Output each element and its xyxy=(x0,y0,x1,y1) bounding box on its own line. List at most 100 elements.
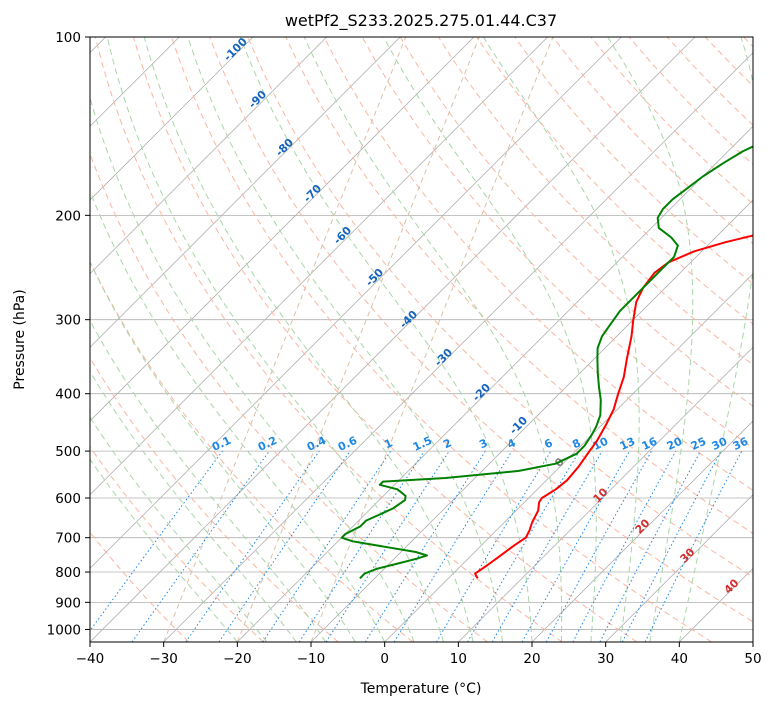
line-annotations: 0.1 0.2 0.4 0.6 1 1.5 2 3 4 6 8 10 13 16 20 25 30 36-100-… xyxy=(210,35,751,597)
moist-adiabat-line xyxy=(383,37,597,642)
mixing-ratio-line xyxy=(599,450,701,642)
isotherm-line xyxy=(90,37,327,275)
dry-adiabat-label: 20 xyxy=(633,516,653,536)
sounding-traces xyxy=(340,145,753,580)
moist-adiabat-label: -80 xyxy=(273,136,296,159)
dry-adiabat-line xyxy=(171,37,712,642)
moist-adiabat-line xyxy=(187,37,503,642)
y-tick-label: 300 xyxy=(55,313,81,329)
isotherm-line xyxy=(384,273,753,642)
dry-adiabat-label: 10 xyxy=(591,485,611,505)
moist-adiabat-line xyxy=(607,37,694,642)
isotherm-line xyxy=(752,641,753,642)
moist-adiabat-line xyxy=(90,458,238,642)
moist-adiabat-line xyxy=(90,260,356,642)
axes: −40 −30 −20 −10 0 10 20 30 40 50 100 200 300 400 500 60… xyxy=(47,30,762,667)
dry-adiabat-line xyxy=(514,37,753,285)
chart-title: wetPf2_S233.2025.275.01.44.C37 xyxy=(285,11,557,31)
isotherm-line xyxy=(90,37,254,201)
dry-adiabat-label: 40 xyxy=(722,576,742,596)
background-lines xyxy=(90,37,753,642)
mixing-ratio-line xyxy=(467,450,580,642)
moist-adiabat-line xyxy=(90,319,327,642)
isotherm-line xyxy=(90,37,475,422)
moist-adiabat-line xyxy=(90,370,297,642)
dry-adiabat-line xyxy=(323,37,753,491)
isotherm-line xyxy=(90,37,696,642)
moist-adiabat-line xyxy=(678,37,753,642)
y-tick-label: 700 xyxy=(55,531,81,547)
moist-adiabat-label: -40 xyxy=(397,308,420,331)
mixing-ratio-line xyxy=(521,450,630,642)
x-tick-label: 20 xyxy=(523,651,540,667)
dry-adiabat-line xyxy=(437,37,753,366)
temperature-trace xyxy=(474,234,753,579)
mixing-ratio-label: 4 xyxy=(505,436,518,451)
mixing-ratio-line xyxy=(298,450,425,642)
dry-adiabat-line xyxy=(704,37,753,87)
y-tick-label: 900 xyxy=(55,595,81,611)
dry-adiabat-line xyxy=(552,37,753,245)
moist-adiabat-label: -60 xyxy=(331,224,354,247)
y-tick-label: 100 xyxy=(55,30,81,46)
x-tick-label: −40 xyxy=(76,651,105,667)
dry-adiabat-line xyxy=(90,531,190,642)
x-tick-label: 40 xyxy=(671,651,688,667)
mixing-ratio-line xyxy=(545,450,653,642)
dry-adiabat-line xyxy=(94,37,563,642)
x-tick-label: 10 xyxy=(450,651,467,667)
mixing-ratio-label: 30 xyxy=(710,435,730,453)
dry-adiabat-line xyxy=(90,260,414,642)
y-tick-label: 800 xyxy=(55,565,81,581)
y-tick-label: 600 xyxy=(55,491,81,507)
mixing-ratio-label: 10 xyxy=(591,435,611,453)
mixing-ratio-line xyxy=(644,450,743,642)
moist-adiabat-label: -100 xyxy=(221,35,250,64)
y-axis-label: Pressure (hPa) xyxy=(12,289,28,389)
x-tick-label: −30 xyxy=(149,651,178,667)
mixing-ratio-line xyxy=(90,450,223,632)
moist-adiabat-label: -70 xyxy=(301,182,324,205)
moist-adiabat-line xyxy=(143,37,474,642)
mixing-ratio-label: 20 xyxy=(665,435,685,453)
mixing-ratio-line xyxy=(262,450,392,642)
x-tick-label: 30 xyxy=(597,651,614,667)
x-tick-label: 50 xyxy=(744,651,761,667)
dewpoint-trace xyxy=(340,145,753,580)
dry-adiabat-line xyxy=(743,37,753,48)
isotherm-line xyxy=(90,37,401,348)
moist-adiabat-label: -90 xyxy=(246,88,269,111)
mixing-ratio-line xyxy=(393,450,513,642)
mixing-ratio-label: 2 xyxy=(441,436,453,451)
mixing-ratio-line xyxy=(131,450,270,642)
dry-adiabat-line xyxy=(90,446,264,642)
x-tick-label: −10 xyxy=(297,651,326,667)
moist-adiabat-label: -30 xyxy=(432,346,455,369)
dry-adiabat-line xyxy=(285,37,753,535)
isotherm-line xyxy=(310,199,753,642)
y-tick-label: 200 xyxy=(55,208,81,224)
moist-adiabat-label: -10 xyxy=(507,414,530,437)
dry-adiabat-label: 30 xyxy=(678,545,698,565)
frost-point-line xyxy=(163,37,407,642)
y-tick-label: 400 xyxy=(55,387,81,403)
isotherm-line xyxy=(605,494,753,642)
mixing-ratio-label: 13 xyxy=(618,435,637,453)
dry-adiabat-line xyxy=(90,356,339,642)
isotherm-line xyxy=(163,52,753,642)
frost-point-line xyxy=(310,37,554,642)
isotherm-line xyxy=(90,37,622,569)
y-tick-label: 500 xyxy=(55,444,81,460)
dry-adiabat-line xyxy=(132,37,638,642)
isotherm-line xyxy=(531,420,753,642)
mixing-ratio-label: 16 xyxy=(640,435,660,453)
moist-adiabat-line xyxy=(106,37,445,642)
mixing-ratio-line xyxy=(325,450,450,642)
mixing-ratio-label: 25 xyxy=(689,435,708,453)
x-axis-label: Temperature (°C) xyxy=(360,681,482,697)
moist-adiabat-line xyxy=(303,37,563,642)
moist-adiabat-line xyxy=(90,416,268,642)
y-tick-label: 1000 xyxy=(47,622,81,638)
x-tick-label: −20 xyxy=(223,651,252,667)
